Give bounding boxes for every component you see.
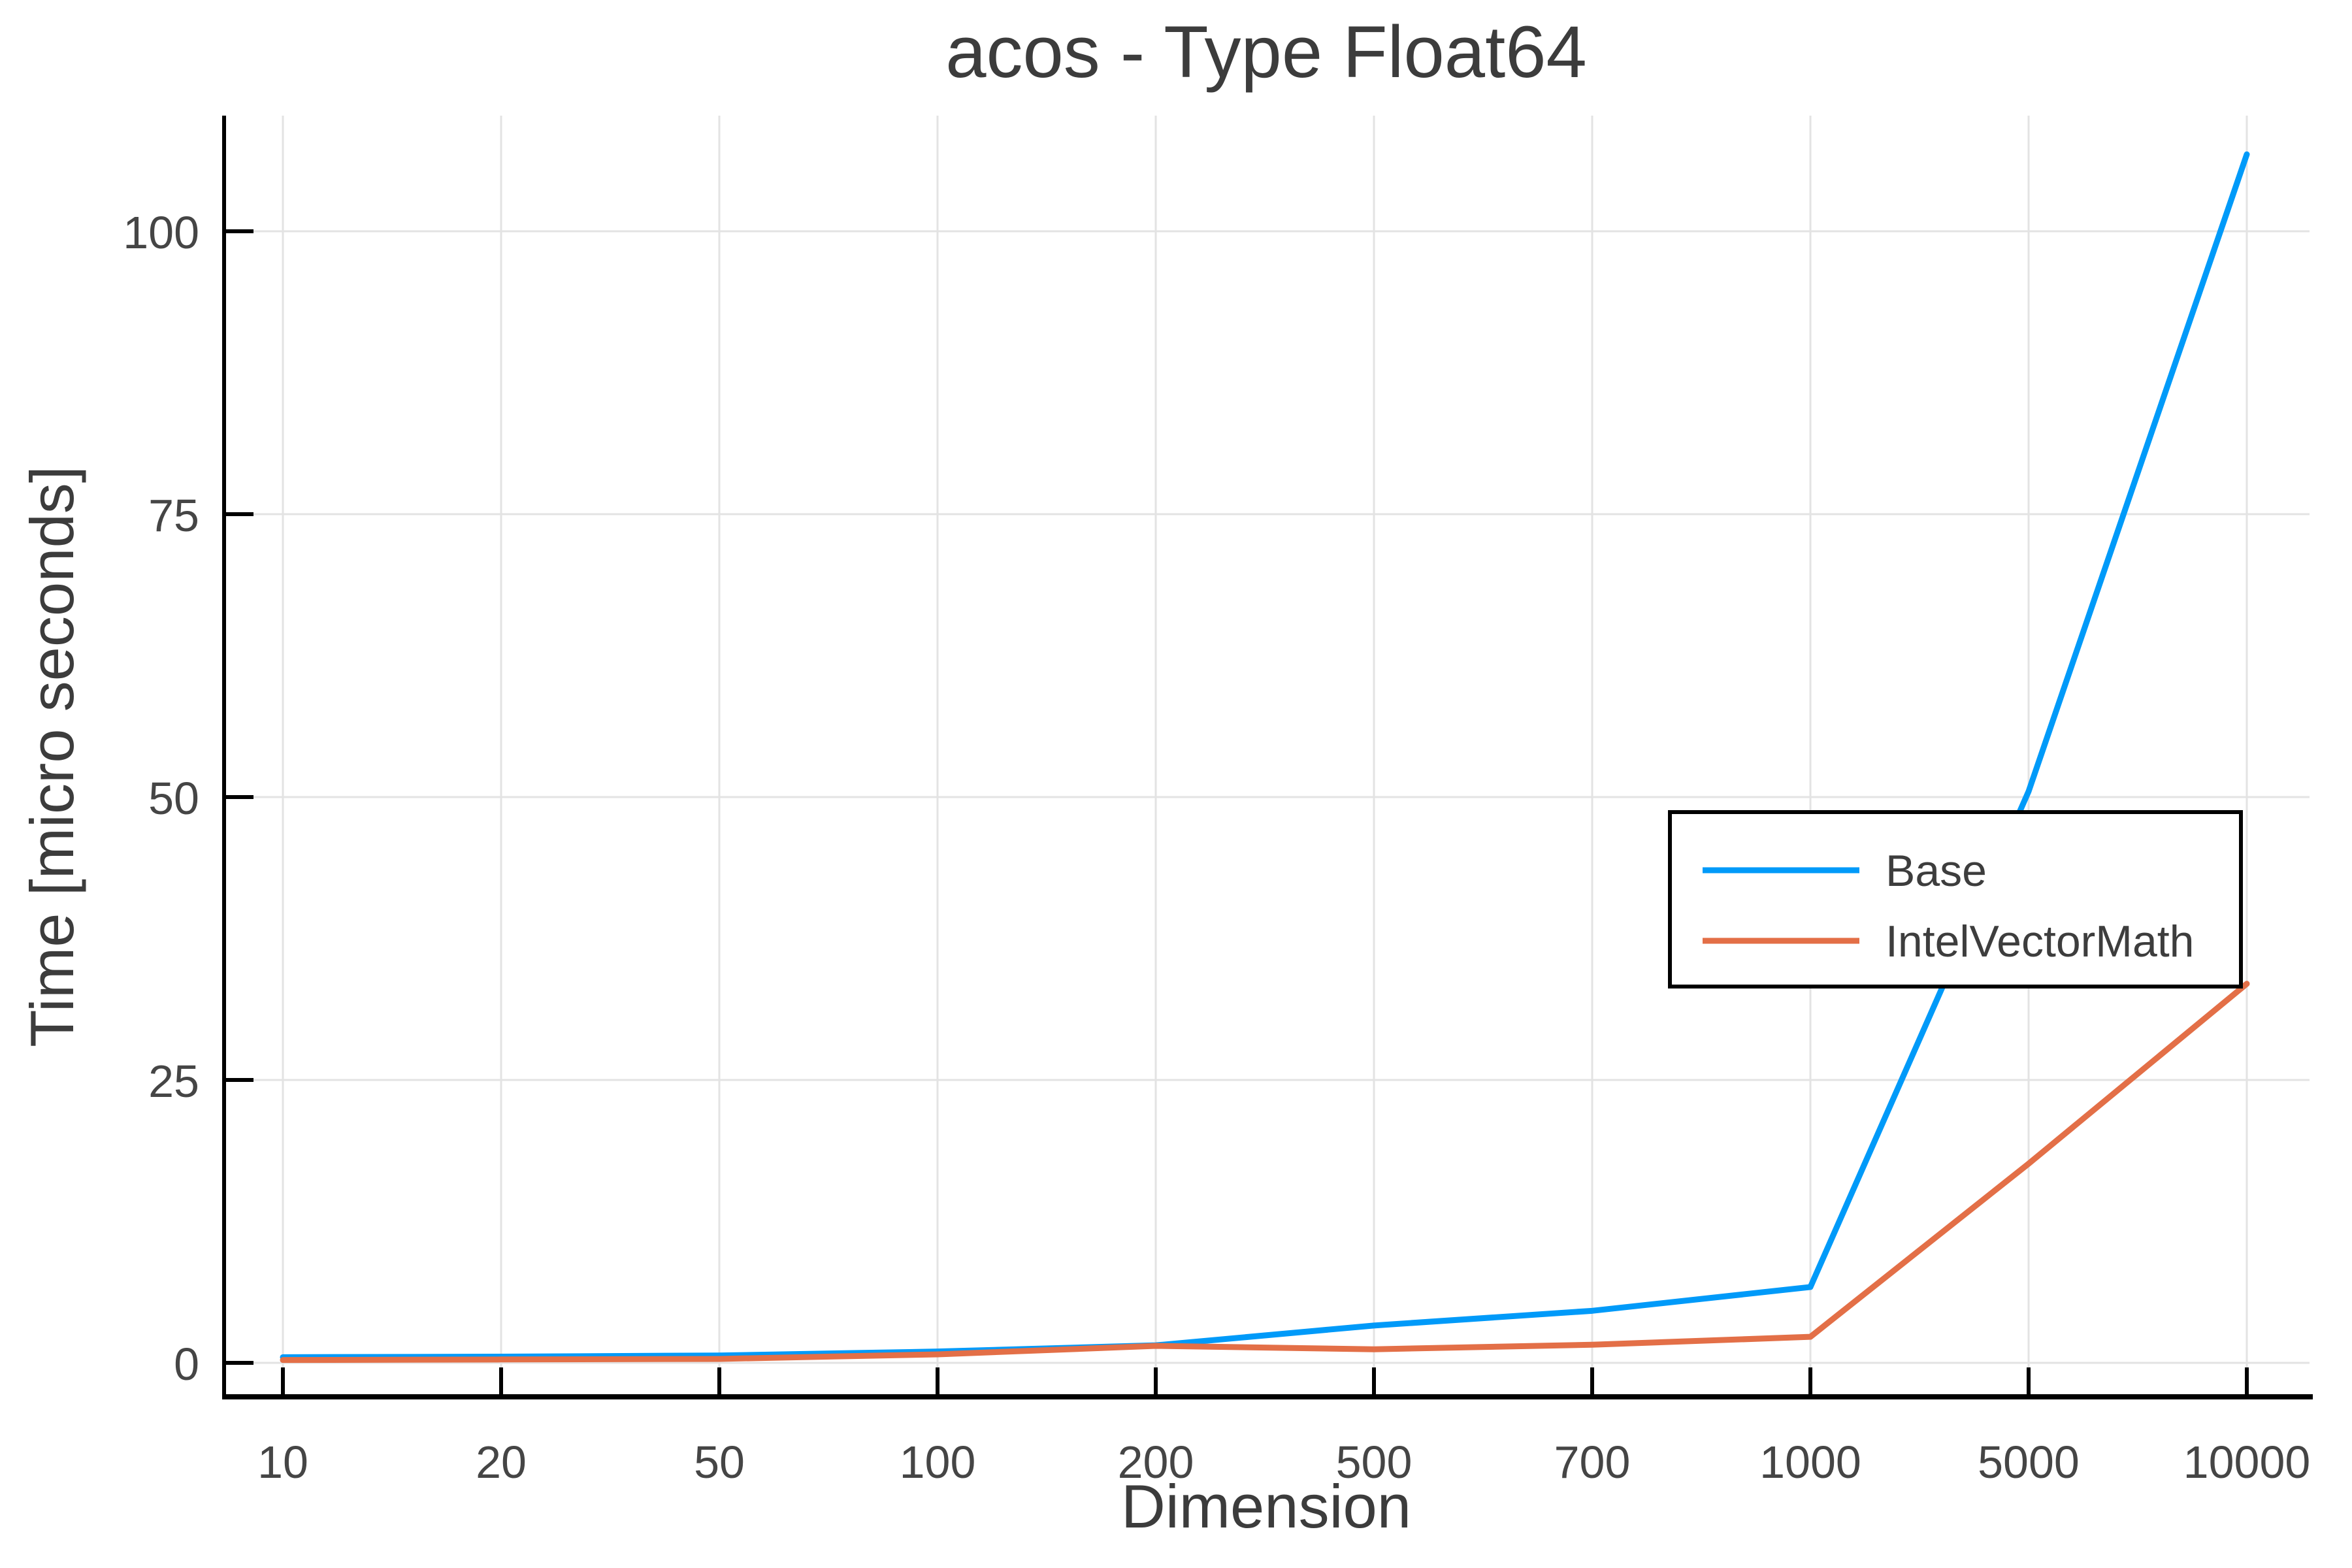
x-tick-label: 1000 (1759, 1437, 1861, 1488)
y-tick-label: 75 (148, 490, 199, 541)
x-tick-label: 5000 (1978, 1437, 2080, 1488)
x-tick-label: 100 (900, 1437, 976, 1488)
y-tick-label: 0 (174, 1339, 199, 1390)
series-line-base (280, 151, 2250, 1360)
series-layer (280, 151, 2250, 1364)
legend-box (1668, 810, 2243, 988)
x-tick-label: 500 (1336, 1437, 1413, 1488)
x-tick-label: 10 (257, 1437, 308, 1488)
series-line-intelvectormath (280, 981, 2250, 1364)
y-axis-title: Time [micro seconds] (18, 466, 86, 1047)
legend-label-base: Base (1886, 846, 1987, 896)
axis-layer (222, 116, 2313, 1399)
x-tick-label: 700 (1554, 1437, 1631, 1488)
x-tick-label: 10000 (2183, 1437, 2311, 1488)
chart-title: acos - Type Float64 (945, 11, 1587, 93)
y-tick-label: 25 (148, 1056, 199, 1107)
x-tick-label: 50 (694, 1437, 745, 1488)
x-tick-label: 20 (476, 1437, 527, 1488)
x-tick-label: 200 (1118, 1437, 1194, 1488)
tick-label-layer: 10 20 50 100 200 500 700 1000 5000 10000 0 25 50 75 10… (123, 207, 2310, 1488)
y-tick-label: 50 (148, 773, 199, 824)
grid-layer (224, 116, 2310, 1397)
y-tick-label: 100 (123, 207, 199, 258)
legend: Base IntelVectorMath (1668, 810, 2243, 988)
legend-label-intelvectormath: IntelVectorMath (1886, 917, 2194, 966)
x-axis-title: Dimension (1121, 1472, 1411, 1541)
